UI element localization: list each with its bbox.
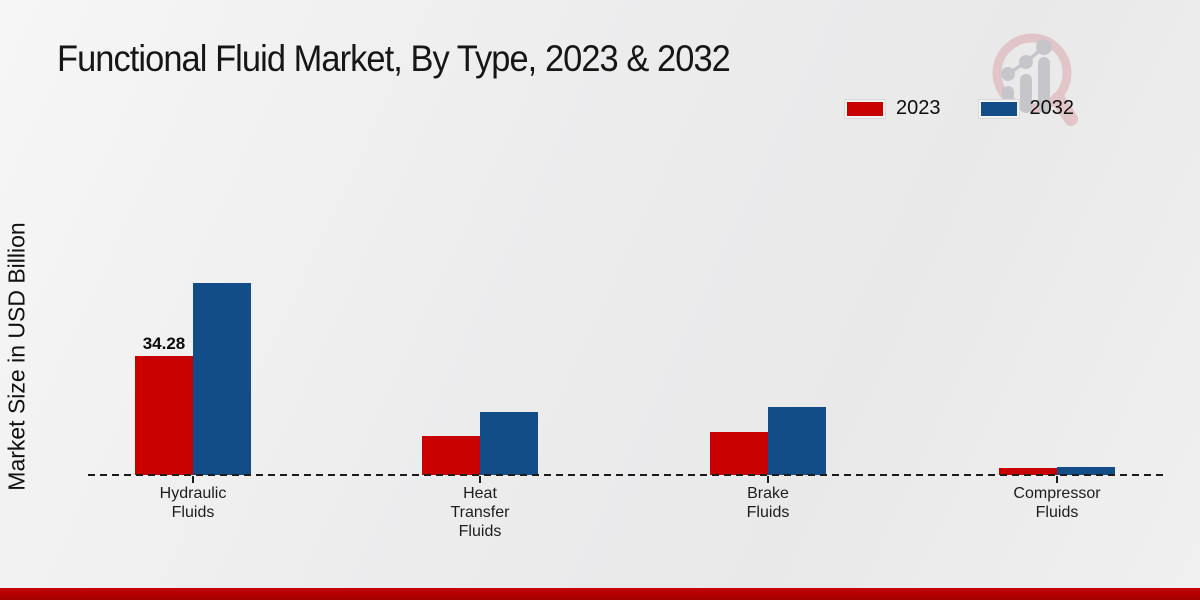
category-label-brake-fluids: Brake Fluids xyxy=(746,485,790,521)
legend-item-2023: 2023 xyxy=(845,97,941,120)
legend-item-2032: 2032 xyxy=(978,97,1075,120)
bar-2023-heat-transfer-fluids xyxy=(422,436,480,475)
legend-label-2032: 2032 xyxy=(1029,97,1075,119)
category-label-heat-transfer-fluids: Heat Transfer Fluids xyxy=(450,485,510,540)
bar-2023-hydraulic-fluids xyxy=(135,356,193,475)
category-label-compressor-fluids: Compressor Fluids xyxy=(1013,485,1101,521)
magnifier-growth-chart-watermark-icon xyxy=(992,33,1078,126)
axis-tick-compressor-fluids xyxy=(1056,476,1058,483)
legend-swatch-2023 xyxy=(845,99,885,118)
legend: 2023 2032 xyxy=(845,97,1074,120)
data-label-2023-hydraulic-fluids: 34.28 xyxy=(142,334,186,353)
legend-swatch-2032 xyxy=(978,99,1019,118)
bar-2032-compressor-fluids xyxy=(1057,467,1115,475)
bar-2032-heat-transfer-fluids xyxy=(480,412,538,475)
legend-label-2023: 2023 xyxy=(896,97,941,119)
bar-2032-hydraulic-fluids xyxy=(193,283,251,475)
bar-2023-compressor-fluids xyxy=(999,468,1057,475)
bar-2032-brake-fluids xyxy=(768,407,826,475)
x-axis-dashed-baseline xyxy=(88,474,1163,476)
axis-tick-hydraulic-fluids xyxy=(192,476,194,483)
footer-accent-bar xyxy=(0,588,1200,600)
bar-2023-brake-fluids xyxy=(710,432,768,475)
category-label-hydraulic-fluids: Hydraulic Fluids xyxy=(159,485,227,521)
axis-tick-brake-fluids xyxy=(767,476,769,483)
axis-tick-heat-transfer-fluids xyxy=(479,476,481,483)
chart-title: Functional Fluid Market, By Type, 2023 &… xyxy=(57,38,731,79)
